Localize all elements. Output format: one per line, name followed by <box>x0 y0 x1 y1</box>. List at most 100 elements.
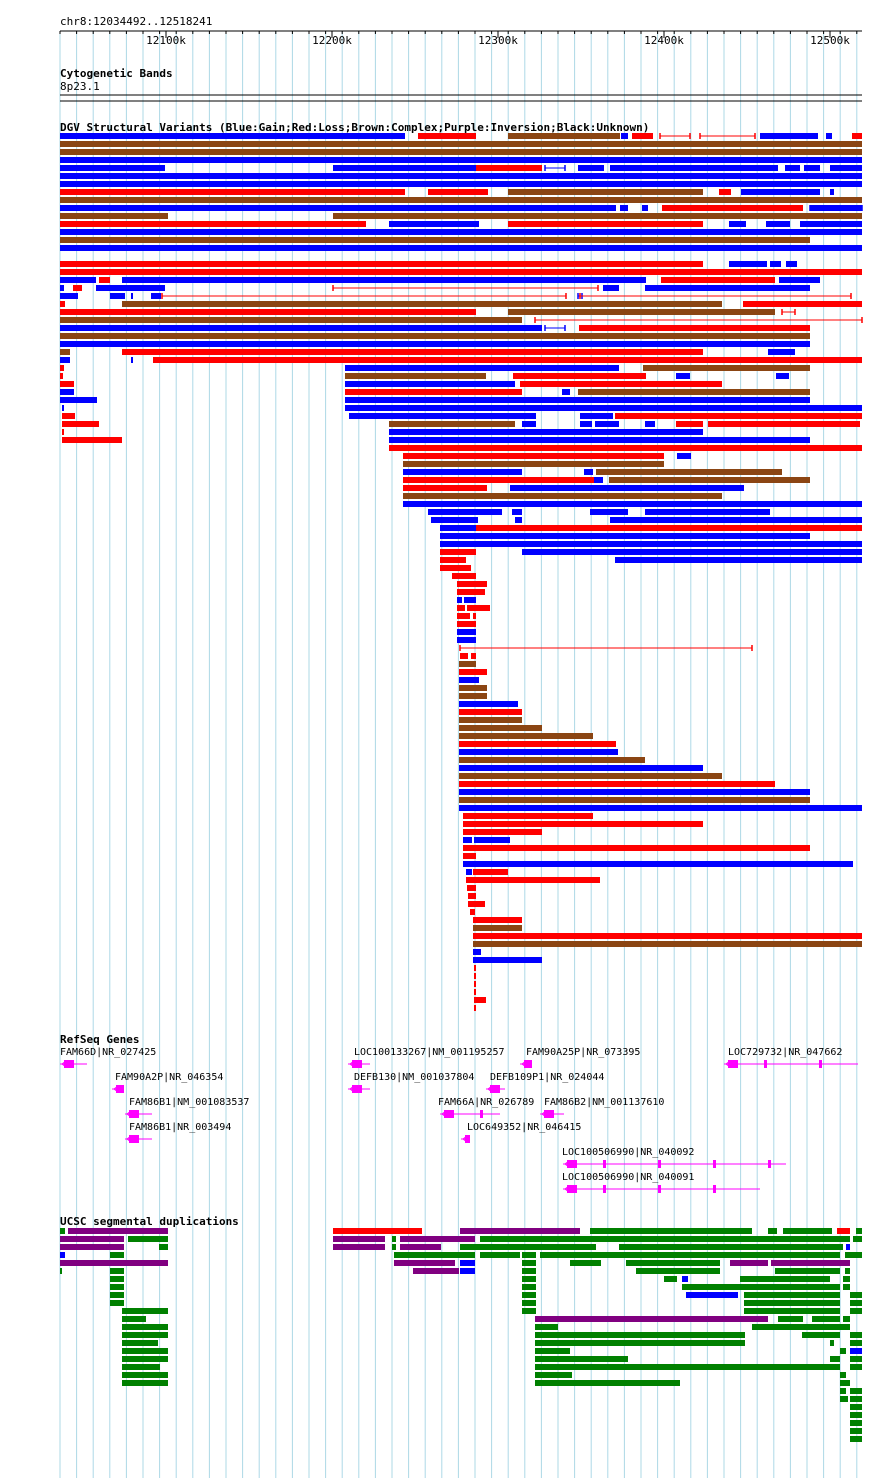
dgv-track-title: DGV Structural Variants (Blue:Gain;Red:L… <box>60 121 649 134</box>
dgv-variant <box>457 597 462 603</box>
segdup-track-title: UCSC segmental duplications <box>60 1215 239 1228</box>
gene-exon <box>524 1060 532 1068</box>
segdup-feature <box>775 1268 840 1274</box>
segdup-feature <box>840 1388 846 1394</box>
gene-label: FAM86B1|NM_001083537 <box>129 1097 249 1108</box>
dgv-variant <box>474 965 476 971</box>
segdup-feature <box>682 1284 840 1290</box>
dgv-variant <box>661 277 775 283</box>
segdup-feature <box>843 1316 850 1322</box>
dgv-variant <box>610 517 862 523</box>
dgv-variant <box>473 957 542 963</box>
gene-label: FAM90A2P|NR_046354 <box>115 1072 223 1083</box>
gene-exon <box>444 1110 454 1118</box>
gene-label: LOC100506990|NR_040092 <box>562 1147 694 1158</box>
gene-exon <box>768 1160 771 1168</box>
segdup-feature <box>840 1396 848 1402</box>
dgv-variant <box>770 261 781 267</box>
dgv-variant <box>73 285 82 291</box>
gene-exon <box>352 1085 362 1093</box>
segdup-feature <box>400 1244 441 1250</box>
segdup-feature <box>122 1332 168 1338</box>
dgv-variant <box>522 421 536 427</box>
dgv-variant <box>440 565 471 571</box>
dgv-variant <box>590 509 628 515</box>
segdup-feature <box>540 1252 840 1258</box>
segdup-feature <box>843 1284 850 1290</box>
segdup-feature <box>856 1228 862 1234</box>
segdup-feature <box>128 1236 168 1242</box>
dgv-variant <box>508 309 775 315</box>
dgv-variant <box>786 261 797 267</box>
dgv-variant <box>474 997 486 1003</box>
segdup-feature <box>413 1268 459 1274</box>
dgv-variant <box>520 381 722 387</box>
dgv-variant <box>459 701 518 707</box>
segdup-feature <box>122 1316 146 1322</box>
dgv-variant <box>459 797 810 803</box>
segdup-feature <box>850 1340 862 1346</box>
segdup-feature <box>60 1236 124 1242</box>
dgv-variant <box>389 437 810 443</box>
dgv-variant <box>476 525 862 531</box>
dgv-variant <box>473 925 522 931</box>
dgv-variant <box>60 277 96 283</box>
segdup-feature <box>686 1292 738 1298</box>
dgv-variant <box>459 733 593 739</box>
dgv-variant <box>632 133 653 139</box>
dgv-variant <box>459 685 487 691</box>
segdup-feature <box>60 1268 62 1274</box>
segdup-feature <box>522 1300 536 1306</box>
ruler-tick-label: 12100k <box>146 34 186 47</box>
segdup-feature <box>744 1300 840 1306</box>
segdup-feature <box>110 1284 124 1290</box>
dgv-variant <box>457 605 465 611</box>
dgv-variant <box>122 301 722 307</box>
dgv-variant <box>459 773 722 779</box>
segdup-feature <box>768 1228 777 1234</box>
gene-exon <box>129 1110 139 1118</box>
segdup-feature <box>522 1292 536 1298</box>
segdup-feature <box>68 1228 168 1234</box>
dgv-variant <box>403 501 862 507</box>
gene-exon <box>603 1185 606 1193</box>
refseq-genes: FAM66D|NR_027425 FAM90A2P|NR_046354 FAM86B… <box>60 1047 858 1193</box>
segdup-feature <box>850 1292 862 1298</box>
dgv-variant <box>800 221 862 227</box>
dgv-variant <box>464 597 476 603</box>
segdup-feature <box>122 1308 168 1314</box>
segdup-feature <box>840 1348 846 1354</box>
dgv-variant <box>60 181 862 187</box>
dgv-variant <box>459 709 522 715</box>
segdup-feature <box>394 1260 455 1266</box>
dgv-variant <box>60 309 476 315</box>
segdup-feature <box>626 1260 720 1266</box>
ruler-tick-label: 12500k <box>810 34 850 47</box>
dgv-variant <box>760 133 818 139</box>
segdup-feature <box>60 1228 65 1234</box>
segdup-feature <box>159 1244 168 1250</box>
dgv-variant <box>467 605 490 611</box>
gene-exon <box>352 1060 362 1068</box>
dgv-variant <box>830 165 862 171</box>
segdup-feature <box>850 1364 862 1370</box>
dgv-variant <box>153 357 862 363</box>
dgv-variant <box>463 813 593 819</box>
dgv-variant <box>474 1005 476 1011</box>
dgv-variant <box>643 365 810 371</box>
segdup-feature <box>522 1268 536 1274</box>
dgv-variant <box>474 973 476 979</box>
gene-exon <box>764 1060 767 1068</box>
segdup-feature <box>846 1244 850 1250</box>
dgv-variant <box>578 165 604 171</box>
gene-label: LOC100133267|NM_001195257 <box>354 1047 505 1058</box>
dgv-variant <box>60 365 64 371</box>
dgv-variant <box>60 149 862 155</box>
dgv-variant <box>62 413 75 419</box>
gene-label: FAM90A25P|NR_073395 <box>526 1047 640 1058</box>
dgv-variant <box>440 525 476 531</box>
dgv-variant <box>60 261 703 267</box>
dgv-variant <box>785 165 800 171</box>
dgv-variant <box>459 725 542 731</box>
gene-exon <box>480 1110 483 1118</box>
